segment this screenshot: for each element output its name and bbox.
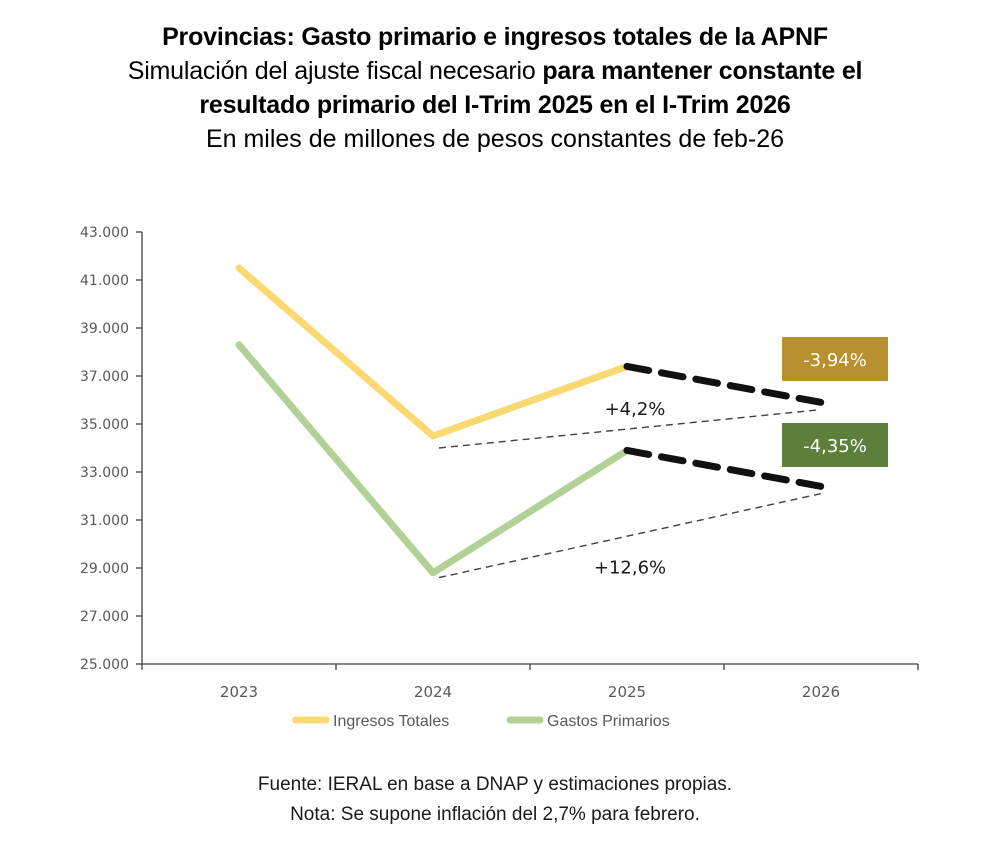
subtitle-plain: Simulación del ajuste fiscal necesario bbox=[127, 57, 543, 85]
trend-line bbox=[438, 408, 822, 449]
change-badge-label: -4,35% bbox=[803, 436, 867, 457]
legend-label: Ingresos Totales bbox=[333, 713, 449, 730]
series-lines bbox=[235, 264, 631, 577]
subtitle-bold-1: para mantener constante el bbox=[542, 57, 863, 85]
inflation-note: Nota: Se supone inflación del 2,7% para … bbox=[290, 804, 700, 825]
source-note: Fuente: IERAL en base a DNAP y estimacio… bbox=[257, 774, 733, 795]
chart-title-block: Provincias: Gasto primario e ingresos to… bbox=[0, 20, 990, 156]
chart-subtitle-line-2: resultado primario del I-Trim 2025 en el… bbox=[199, 91, 791, 119]
change-badge bbox=[782, 423, 888, 467]
legend-label: Gastos Primarios bbox=[547, 713, 670, 730]
change-badge bbox=[782, 337, 888, 381]
trend-label: +12,6% bbox=[594, 558, 666, 579]
projection-line bbox=[623, 446, 825, 490]
x-tick-label: 2023 bbox=[220, 683, 258, 701]
trend-line bbox=[438, 492, 822, 579]
x-tick-label: 2025 bbox=[608, 683, 646, 701]
trend-label: +4,2% bbox=[605, 399, 666, 420]
y-tick-label: 25.000 bbox=[80, 657, 129, 673]
trend-lines bbox=[438, 408, 822, 579]
y-tick-label: 31.000 bbox=[80, 513, 129, 529]
y-tick-label: 39.000 bbox=[80, 321, 129, 337]
change-badge-label: -3,94% bbox=[803, 350, 867, 371]
legend: Ingresos Totales Gastos Primarios bbox=[292, 713, 670, 730]
y-tick-label: 37.000 bbox=[80, 369, 129, 385]
chart-footer: Fuente: IERAL en base a DNAP y estimacio… bbox=[0, 770, 990, 830]
y-tick-label: 27.000 bbox=[80, 609, 129, 625]
axes: 25.000 27.000 29.000 31.000 33.000 35.000 37.0… bbox=[80, 225, 919, 701]
y-tick-label: 43.000 bbox=[80, 225, 129, 241]
y-tick-label: 33.000 bbox=[80, 465, 129, 481]
y-tick-label: 35.000 bbox=[80, 417, 129, 433]
projection-lines bbox=[623, 362, 825, 490]
x-tick-label: 2024 bbox=[414, 683, 452, 701]
series-line-gastos-primarios bbox=[235, 341, 631, 577]
chart-units: En miles de millones de pesos constantes… bbox=[205, 125, 785, 153]
chart-title: Provincias: Gasto primario e ingresos to… bbox=[162, 23, 828, 51]
chart-subtitle-line-1: Simulación del ajuste fiscal necesario p… bbox=[0, 54, 990, 88]
annotations: +4,2% -3,94% +12,6% -4,35% bbox=[594, 337, 888, 579]
y-tick-label: 29.000 bbox=[80, 561, 129, 577]
projection-line bbox=[623, 362, 825, 406]
y-tick-label: 41.000 bbox=[80, 273, 129, 289]
x-tick-label: 2026 bbox=[802, 683, 840, 701]
